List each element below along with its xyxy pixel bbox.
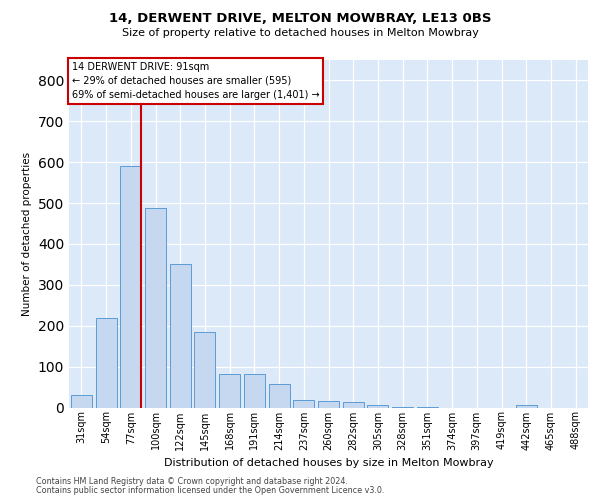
Bar	[417, 406, 438, 408]
Bar	[318, 402, 339, 407]
Bar	[269, 384, 290, 407]
Bar	[95, 318, 116, 408]
Bar	[293, 400, 314, 407]
Bar	[367, 404, 388, 407]
Text: Contains HM Land Registry data © Crown copyright and database right 2024.: Contains HM Land Registry data © Crown c…	[36, 477, 348, 486]
Bar	[71, 395, 92, 407]
Bar	[392, 406, 413, 408]
Bar	[244, 374, 265, 408]
Bar	[516, 406, 537, 407]
Bar	[120, 166, 141, 408]
X-axis label: Distribution of detached houses by size in Melton Mowbray: Distribution of detached houses by size …	[164, 458, 493, 468]
Bar	[219, 374, 240, 408]
Bar	[145, 208, 166, 408]
Y-axis label: Number of detached properties: Number of detached properties	[22, 152, 32, 316]
Text: 14 DERWENT DRIVE: 91sqm
← 29% of detached houses are smaller (595)
69% of semi-d: 14 DERWENT DRIVE: 91sqm ← 29% of detache…	[71, 62, 319, 100]
Bar	[170, 264, 191, 408]
Bar	[343, 402, 364, 407]
Bar	[194, 332, 215, 407]
Text: Size of property relative to detached houses in Melton Mowbray: Size of property relative to detached ho…	[122, 28, 478, 38]
Text: 14, DERWENT DRIVE, MELTON MOWBRAY, LE13 0BS: 14, DERWENT DRIVE, MELTON MOWBRAY, LE13 …	[109, 12, 491, 26]
Text: Contains public sector information licensed under the Open Government Licence v3: Contains public sector information licen…	[36, 486, 385, 495]
